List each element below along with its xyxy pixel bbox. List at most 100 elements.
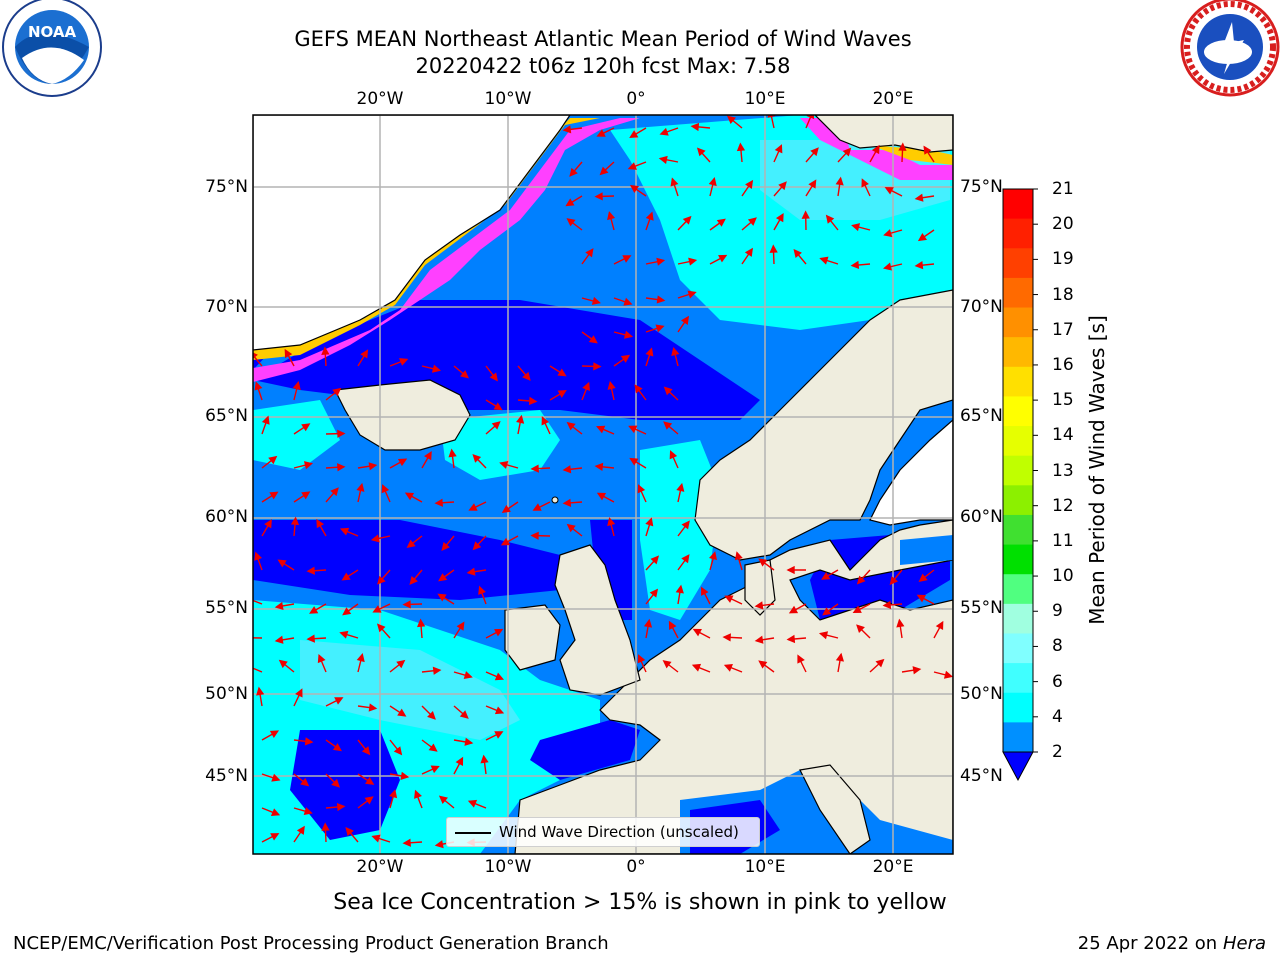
wind-wave-arrow-head bbox=[430, 765, 440, 774]
wind-wave-arrow-head bbox=[480, 754, 489, 764]
wind-wave-arrow-head bbox=[478, 585, 486, 595]
wind-wave-arrow-head bbox=[264, 519, 272, 529]
map-area bbox=[253, 115, 953, 854]
wind-wave-arrow-head bbox=[659, 127, 669, 136]
wind-wave-arrow-head bbox=[627, 162, 637, 170]
lat-label-left: 55°N bbox=[205, 598, 248, 618]
colorbar-segment bbox=[1003, 663, 1033, 694]
wind-wave-arrow-head bbox=[331, 778, 341, 788]
wind-wave-arrow-head bbox=[334, 697, 344, 705]
wind-wave-arrow-head bbox=[918, 573, 928, 582]
wind-wave-arrow-head bbox=[528, 396, 538, 406]
wind-wave-arrow-head bbox=[339, 527, 350, 536]
wind-wave-arrow-head bbox=[882, 262, 892, 271]
lat-label-left: 75°N bbox=[205, 177, 248, 197]
wind-wave-arrow-head bbox=[758, 660, 768, 669]
wind-wave-arrow-head bbox=[292, 380, 301, 391]
wind-wave-arrow-head bbox=[861, 178, 869, 188]
lat-label-right: 70°N bbox=[960, 297, 1003, 317]
colorbar-segment bbox=[1003, 603, 1033, 634]
wind-wave-arrow-head bbox=[656, 257, 666, 266]
wind-wave-arrow-head bbox=[455, 756, 464, 766]
wind-wave-arrow-head bbox=[607, 517, 616, 527]
colorbar-segment bbox=[1003, 455, 1033, 486]
wind-wave-arrow-head bbox=[464, 737, 474, 746]
wind-wave-arrow-head bbox=[769, 244, 778, 253]
wind-wave-arrow-head bbox=[889, 576, 899, 586]
wind-wave-arrow-head bbox=[332, 743, 342, 752]
wind-wave-arrow-head bbox=[254, 551, 263, 561]
wind-wave-arrow-head bbox=[645, 211, 654, 221]
colorbar-label: Mean Period of Wind Waves [s] bbox=[1085, 315, 1109, 625]
wind-wave-arrow-head bbox=[566, 421, 576, 431]
noaa-logo-icon: NOAA bbox=[2, 0, 102, 97]
wind-wave-arrow-head bbox=[368, 703, 378, 712]
wind-wave-arrow-head bbox=[406, 539, 416, 548]
lat-label-right: 75°N bbox=[960, 177, 1003, 197]
colorbar-segment bbox=[1003, 633, 1033, 664]
wind-wave-arrow-head bbox=[303, 807, 313, 815]
chart-title: GEFS MEAN Northeast Atlantic Mean Period… bbox=[294, 27, 912, 51]
wind-wave-arrow-head bbox=[629, 184, 640, 194]
wind-wave-arrow-head bbox=[271, 773, 281, 782]
wind-wave-arrow-head bbox=[530, 531, 539, 540]
lon-label-top: 20°E bbox=[872, 89, 914, 109]
wind-wave-arrow-head bbox=[701, 586, 709, 596]
wind-wave-arrow-head bbox=[431, 364, 442, 373]
colorbar-segment bbox=[1003, 544, 1033, 575]
colorbar-tick-label: 15 bbox=[1052, 390, 1074, 411]
wind-wave-arrow-head bbox=[655, 324, 665, 333]
chart-subtitle: 20220422 t06z 120h fcst Max: 7.58 bbox=[415, 54, 791, 78]
wind-wave-arrow-head bbox=[268, 455, 278, 465]
lon-label-bottom: 20°W bbox=[356, 857, 404, 877]
wind-wave-arrow-head bbox=[389, 789, 398, 799]
wind-wave-arrow-head bbox=[332, 387, 342, 397]
wind-wave-arrow-head bbox=[303, 461, 314, 470]
footer-credit: NCEP/EMC/Verification Post Processing Pr… bbox=[13, 933, 609, 954]
wind-wave-arrow-head bbox=[530, 464, 539, 473]
wind-wave-arrow-head bbox=[404, 492, 415, 501]
colorbar-tick-label: 8 bbox=[1052, 636, 1063, 657]
wind-wave-arrow-head bbox=[594, 192, 603, 201]
legend-label: Wind Wave Direction (unscaled) bbox=[499, 823, 739, 841]
wind-wave-arrow-head bbox=[691, 663, 702, 672]
wind-wave-arrow-head bbox=[623, 297, 633, 306]
colorbar-tick-label: 19 bbox=[1052, 249, 1074, 270]
wind-wave-arrow-head bbox=[658, 155, 668, 164]
wind-wave-arrow-head bbox=[396, 659, 406, 669]
colorbar-segment bbox=[1003, 514, 1033, 546]
wind-wave-arrow-head bbox=[596, 492, 607, 501]
lat-label-left: 70°N bbox=[205, 297, 248, 317]
wind-wave-arrow-head bbox=[663, 386, 673, 396]
wind-wave-arrow-head bbox=[341, 572, 351, 581]
lon-label-bottom: 10°E bbox=[744, 857, 786, 877]
lon-label-top: 10°E bbox=[744, 89, 786, 109]
wind-wave-arrow-head bbox=[775, 213, 784, 223]
wind-wave-arrow-head bbox=[656, 295, 666, 304]
lat-label-right: 60°N bbox=[960, 507, 1003, 527]
lat-label-left: 60°N bbox=[205, 507, 248, 527]
wind-wave-arrow-head bbox=[871, 144, 880, 155]
wind-wave-arrow-head bbox=[917, 232, 928, 242]
colorbar-tick-label: 21 bbox=[1052, 179, 1074, 199]
colorbar-tick-label: 13 bbox=[1052, 460, 1074, 481]
wind-wave-arrow-head bbox=[400, 771, 410, 781]
wind-wave-arrow-head bbox=[402, 838, 411, 847]
wind-wave-arrow-head bbox=[330, 487, 339, 497]
wind-wave-arrow-head bbox=[718, 254, 728, 263]
wind-wave-arrow-head bbox=[494, 706, 505, 715]
wind-wave-arrow-head bbox=[591, 296, 601, 305]
wind-wave-arrow-head bbox=[541, 416, 550, 426]
wind-wave-arrow-head bbox=[810, 147, 819, 157]
colorbar-tick-label: 2 bbox=[1052, 742, 1063, 762]
lat-label-left: 50°N bbox=[205, 684, 248, 704]
wind-wave-arrow-head bbox=[460, 370, 470, 379]
wind-wave-arrow-head bbox=[337, 429, 346, 438]
wind-wave-arrow-head bbox=[321, 346, 330, 355]
wind-wave-arrow-head bbox=[734, 551, 743, 561]
wind-wave-arrow-head bbox=[637, 654, 646, 664]
wind-wave-arrow-head bbox=[434, 840, 444, 849]
colorbar-tick-label: 4 bbox=[1052, 706, 1063, 727]
colorbar-segment bbox=[1003, 692, 1033, 723]
wind-wave-arrow-head bbox=[599, 166, 609, 176]
